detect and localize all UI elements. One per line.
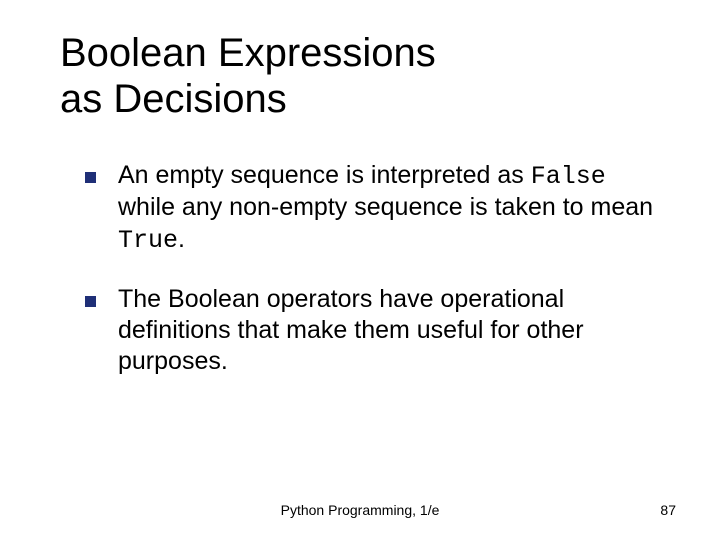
code-span: True <box>118 226 178 255</box>
slide: Boolean Expressions as Decisions An empt… <box>0 0 720 540</box>
square-bullet-icon <box>85 172 96 183</box>
bullet-text: The Boolean operators have operational d… <box>118 284 655 378</box>
text-span: The Boolean operators have operational d… <box>118 285 584 376</box>
code-span: False <box>531 162 606 191</box>
slide-title: Boolean Expressions as Decisions <box>60 30 660 122</box>
page-number: 87 <box>660 502 676 518</box>
title-line-1: Boolean Expressions <box>60 31 436 75</box>
text-span: . <box>178 225 185 253</box>
footer-center: Python Programming, 1/e <box>0 502 720 518</box>
square-bullet-icon <box>85 296 96 307</box>
list-item: The Boolean operators have operational d… <box>85 284 655 378</box>
bullet-text: An empty sequence is interpreted as Fals… <box>118 160 655 256</box>
text-span: while any non-empty sequence is taken to… <box>118 193 653 221</box>
list-item: An empty sequence is interpreted as Fals… <box>85 160 655 256</box>
title-line-2: as Decisions <box>60 77 287 121</box>
slide-body: An empty sequence is interpreted as Fals… <box>85 160 655 406</box>
text-span: An empty sequence is interpreted as <box>118 161 531 189</box>
